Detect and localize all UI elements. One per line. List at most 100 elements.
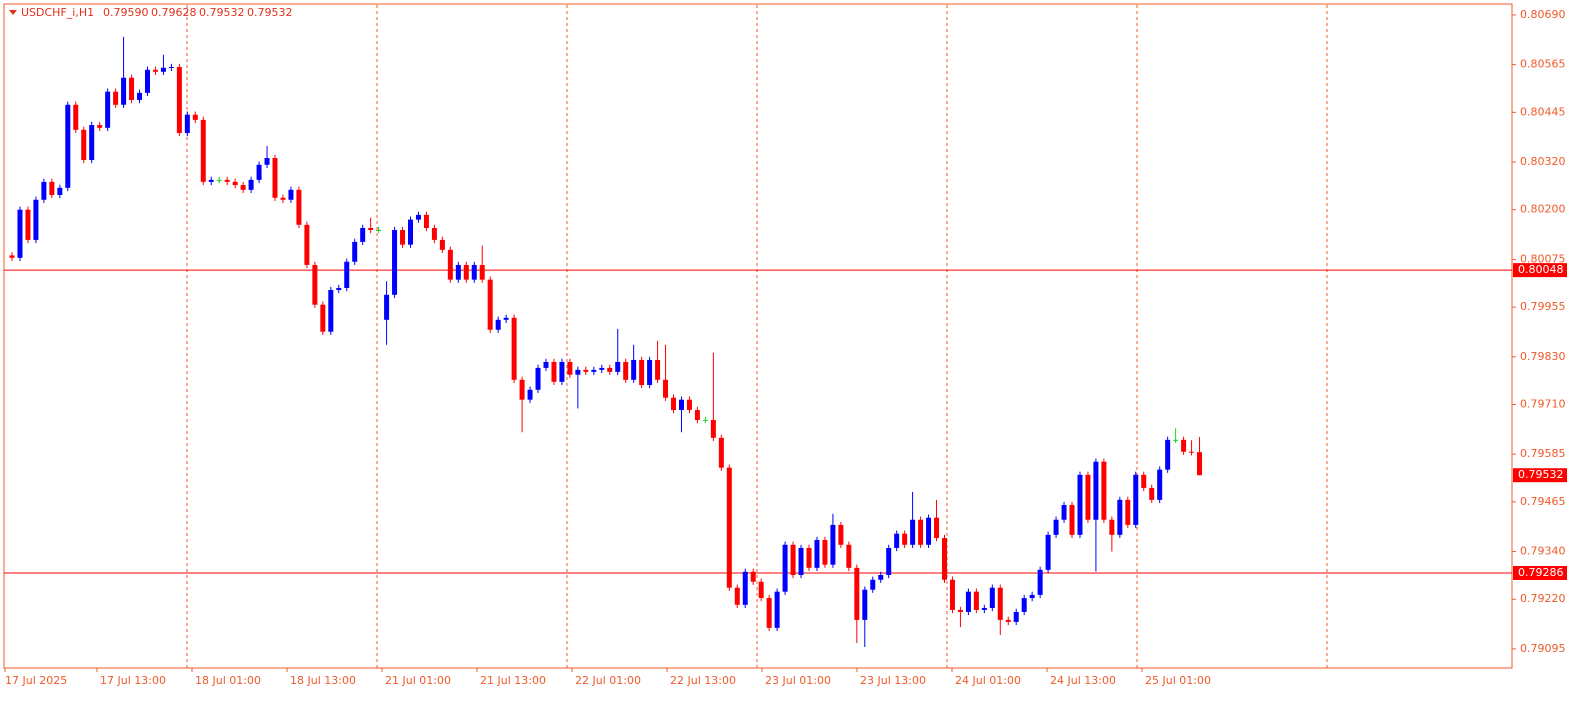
candle-body bbox=[671, 397, 677, 411]
candle-body bbox=[192, 114, 198, 120]
candle-body bbox=[384, 294, 390, 320]
candle-body bbox=[352, 241, 358, 262]
candle-body bbox=[232, 181, 238, 186]
candle-body bbox=[1141, 474, 1147, 488]
candle-body bbox=[240, 185, 246, 190]
candle-body bbox=[830, 524, 836, 565]
candle-body bbox=[471, 264, 477, 280]
candle-body bbox=[415, 214, 421, 220]
candle-body bbox=[1093, 461, 1099, 520]
candle-body bbox=[511, 317, 517, 380]
candle-body bbox=[726, 467, 732, 588]
candle-body bbox=[264, 158, 270, 165]
candle-body bbox=[1029, 594, 1035, 599]
x-tick-label: 17 Jul 2025 bbox=[5, 674, 67, 687]
candle-body bbox=[742, 571, 748, 605]
candle-body bbox=[41, 181, 47, 200]
candle-body bbox=[694, 410, 700, 420]
candle-body bbox=[981, 607, 987, 610]
x-tick-label: 25 Jul 01:00 bbox=[1145, 674, 1211, 687]
y-tick-label: 0.79585 bbox=[1520, 447, 1566, 460]
candle-body bbox=[113, 91, 119, 105]
candle-body bbox=[1197, 452, 1203, 476]
candle-body bbox=[949, 579, 955, 610]
candle-body bbox=[583, 369, 589, 372]
candle-body bbox=[1149, 487, 1155, 500]
level-label: 0.80048 bbox=[1518, 263, 1564, 276]
candle-body bbox=[559, 361, 565, 382]
candle-body bbox=[392, 229, 398, 295]
candle-body bbox=[328, 289, 334, 332]
candle-body bbox=[639, 359, 645, 385]
x-tick-label: 21 Jul 01:00 bbox=[385, 674, 451, 687]
candle-body bbox=[846, 544, 852, 568]
candle-body bbox=[535, 367, 541, 390]
candle-body bbox=[543, 361, 549, 368]
candle-body bbox=[1125, 499, 1131, 525]
y-tick-label: 0.79830 bbox=[1520, 350, 1566, 363]
x-tick-label: 18 Jul 01:00 bbox=[195, 674, 261, 687]
candle-body bbox=[822, 540, 828, 565]
candle-body bbox=[838, 524, 844, 545]
x-tick-label: 22 Jul 01:00 bbox=[575, 674, 641, 687]
candle-body bbox=[320, 304, 326, 332]
candle-body bbox=[591, 369, 597, 372]
header-value: 0.79532 bbox=[247, 6, 293, 19]
y-tick-label: 0.80445 bbox=[1520, 105, 1566, 118]
candle-body bbox=[439, 239, 445, 250]
candle-body bbox=[97, 125, 103, 128]
candle-body bbox=[408, 219, 413, 245]
level-tag bbox=[1513, 566, 1567, 581]
candle-body bbox=[360, 227, 366, 242]
candle-body bbox=[750, 571, 756, 582]
candle-body bbox=[65, 104, 71, 188]
candle-body bbox=[910, 519, 916, 545]
separators bbox=[186, 5, 1328, 668]
candle-body bbox=[423, 214, 429, 228]
candle-body bbox=[790, 544, 796, 575]
header-value: 0.79590 bbox=[103, 6, 149, 19]
candle-body bbox=[57, 187, 63, 195]
candle-body bbox=[304, 224, 310, 265]
candle-body bbox=[519, 379, 525, 400]
candle-body bbox=[926, 517, 932, 545]
candle-body bbox=[894, 533, 900, 548]
candle-body bbox=[89, 125, 95, 161]
candle-body bbox=[575, 369, 581, 375]
x-tick-label: 22 Jul 13:00 bbox=[670, 674, 736, 687]
candle-body bbox=[710, 419, 716, 438]
y-tick-label: 0.79340 bbox=[1520, 545, 1566, 558]
candle-body bbox=[607, 367, 613, 372]
candle-body bbox=[1061, 505, 1067, 520]
candle-body bbox=[758, 581, 764, 599]
candle-body bbox=[296, 189, 302, 225]
candle-body bbox=[168, 67, 174, 69]
candle-body bbox=[81, 129, 87, 161]
candle-body bbox=[766, 598, 772, 628]
candle-body bbox=[1013, 611, 1019, 622]
candle-body bbox=[9, 255, 15, 258]
candle-body bbox=[631, 359, 637, 380]
y-tick-label: 0.80565 bbox=[1520, 58, 1566, 71]
candle-body bbox=[806, 547, 812, 568]
candle-body bbox=[129, 77, 135, 100]
candle-body bbox=[447, 249, 453, 280]
candle-body bbox=[918, 519, 924, 545]
candle-body bbox=[886, 547, 892, 575]
header-value: 0.79532 bbox=[199, 6, 245, 19]
candle-body bbox=[878, 574, 884, 580]
candle-body bbox=[312, 264, 318, 305]
candle-body bbox=[272, 158, 278, 198]
candle-body bbox=[176, 67, 182, 133]
candle-body bbox=[376, 229, 382, 231]
candle-body bbox=[121, 77, 127, 105]
candle-body bbox=[256, 164, 262, 180]
candle-body bbox=[25, 209, 31, 240]
candle-body bbox=[463, 264, 469, 280]
candle-body bbox=[248, 179, 254, 190]
candle-body bbox=[774, 591, 780, 628]
symbol: USDCHF_i,H1 bbox=[21, 6, 94, 19]
candle-body bbox=[1165, 439, 1171, 470]
candle-body bbox=[870, 579, 876, 590]
